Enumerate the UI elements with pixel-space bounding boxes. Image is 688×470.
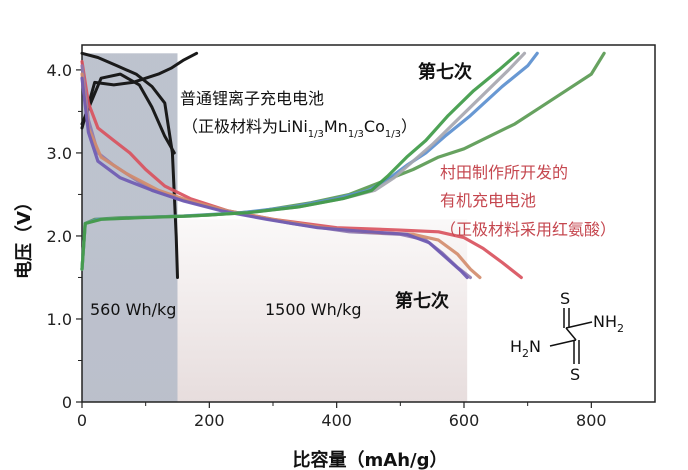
series-charge-7th bbox=[80, 51, 520, 271]
annotation-li-cathode: （正极材料为LiNi1/3Mn1/3Co1/3） bbox=[182, 117, 417, 140]
series-li-ion-discharge bbox=[80, 51, 179, 279]
series-li-ion-charge bbox=[80, 51, 199, 130]
x-tick-label-400: 400 bbox=[321, 411, 352, 430]
y-tick-label-0: 0 bbox=[62, 393, 72, 412]
annotation-organic-line3: （正极材料采用红氨酸） bbox=[440, 220, 616, 239]
annotation-organic-line2: 有机充电电池 bbox=[440, 191, 536, 210]
series-lines bbox=[80, 51, 606, 280]
x-tick-label-600: 600 bbox=[449, 411, 480, 430]
annotation-seventh-top: 第七次 bbox=[418, 61, 472, 83]
series-li-ion-arc bbox=[80, 72, 176, 155]
region-label-organic: 1500 Wh/kg bbox=[265, 300, 362, 319]
x-tick-label-0: 0 bbox=[77, 411, 87, 430]
svg-text:H2N: H2N bbox=[510, 337, 541, 360]
shaded-region-0 bbox=[82, 53, 178, 402]
y-tick-label-3.0: 3.0 bbox=[47, 144, 72, 163]
series-discharge-7th bbox=[80, 76, 469, 280]
y-tick-label-2.0: 2.0 bbox=[47, 227, 72, 246]
annotation-organic-line1: 村田制作所开发的 bbox=[440, 163, 568, 182]
rubeanic-acid-structure: S S NH2 H2N bbox=[510, 289, 624, 384]
annotation-seventh-bottom: 第七次 bbox=[395, 290, 449, 312]
y-axis-title: 电压（V） bbox=[13, 193, 35, 279]
svg-text:NH2: NH2 bbox=[593, 312, 624, 335]
y-tick-label-4.0: 4.0 bbox=[47, 61, 72, 80]
y-tick-label-1.0: 1.0 bbox=[47, 310, 72, 329]
x-tick-label-800: 800 bbox=[576, 411, 607, 430]
shaded-regions bbox=[82, 53, 468, 402]
x-axis-title: 比容量（mAh/g） bbox=[293, 449, 448, 470]
plot-frame bbox=[81, 44, 656, 403]
svg-text:S: S bbox=[560, 289, 570, 308]
x-tick-label-200: 200 bbox=[194, 411, 225, 430]
annotation-li-battery: 普通锂离子充电电池 bbox=[180, 89, 324, 108]
axes: 0 200 400 600 800 0 1.0 2.0 3.0 4.0 bbox=[47, 44, 656, 430]
region-label-li: 560 Wh/kg bbox=[90, 300, 176, 319]
svg-text:S: S bbox=[570, 365, 580, 384]
